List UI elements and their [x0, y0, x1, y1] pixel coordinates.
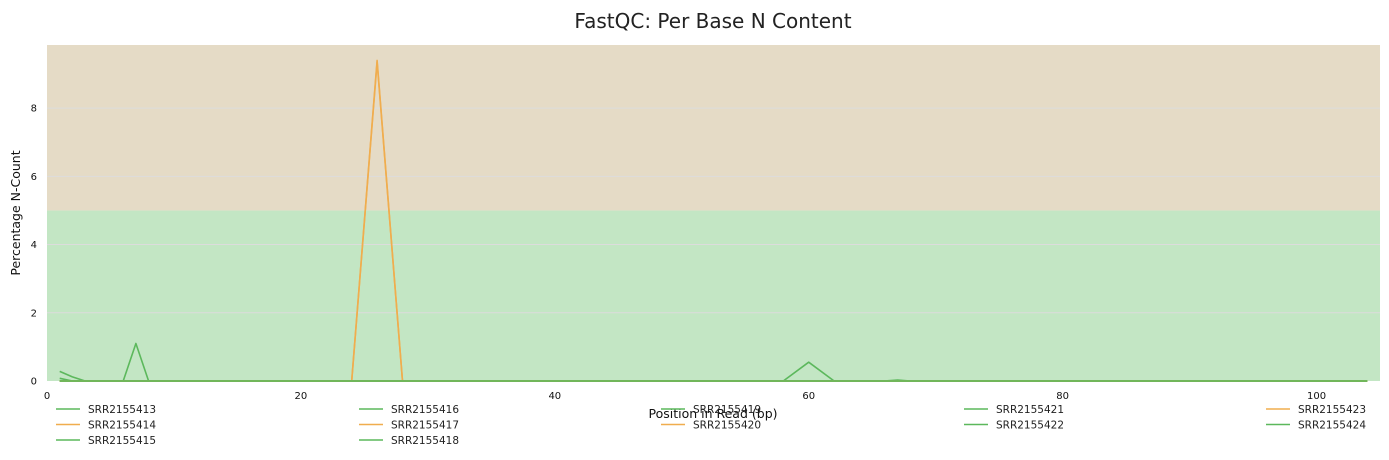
y-tick-label: 6 [31, 172, 37, 183]
legend-label-3: SRR2155416 [391, 404, 459, 416]
legend-label-10: SRR2155423 [1298, 404, 1366, 416]
y-axis-label: Percentage N-Count [8, 150, 23, 275]
plot-grid [47, 107, 1380, 314]
x-tick-label: 40 [548, 391, 561, 402]
y-tick-label: 0 [31, 377, 37, 388]
legend-label-2: SRR2155415 [88, 435, 156, 447]
legend-label-7: SRR2155420 [693, 420, 761, 432]
y-tick-label: 4 [31, 240, 37, 251]
x-axis-ticks: 0 20 40 60 80 100 [44, 391, 1326, 402]
chart-title: FastQC: Per Base N Content [574, 9, 851, 33]
x-tick-label: 60 [802, 391, 815, 402]
x-tick-label: 0 [44, 391, 50, 402]
x-tick-label: 100 [1307, 391, 1326, 402]
legend-label-11: SRR2155424 [1298, 420, 1366, 432]
x-axis-label: Position in Read (bp) [648, 406, 777, 421]
plot-bands [47, 45, 1380, 381]
legend-label-4: SRR2155417 [391, 420, 459, 432]
y-tick-label: 8 [31, 104, 37, 115]
legend-label-5: SRR2155418 [391, 435, 459, 447]
legend-label-1: SRR2155414 [88, 420, 156, 432]
legend-label-9: SRR2155422 [996, 420, 1064, 432]
plot-series [59, 59, 1368, 382]
x-tick-label: 20 [295, 391, 308, 402]
band-0 [47, 210, 1380, 381]
legend-label-0: SRR2155413 [88, 404, 156, 416]
legend-label-8: SRR2155421 [996, 404, 1064, 416]
band-1 [47, 45, 1380, 211]
legend-label-6: SRR2155419 [693, 404, 761, 416]
x-tick-label: 80 [1056, 391, 1069, 402]
legend: SRR2155413 SRR2155414 SRR2155415 SRR2155416… [56, 404, 1366, 447]
y-tick-label: 2 [31, 308, 37, 319]
y-axis-ticks: 0 2 4 6 8 [31, 104, 37, 388]
